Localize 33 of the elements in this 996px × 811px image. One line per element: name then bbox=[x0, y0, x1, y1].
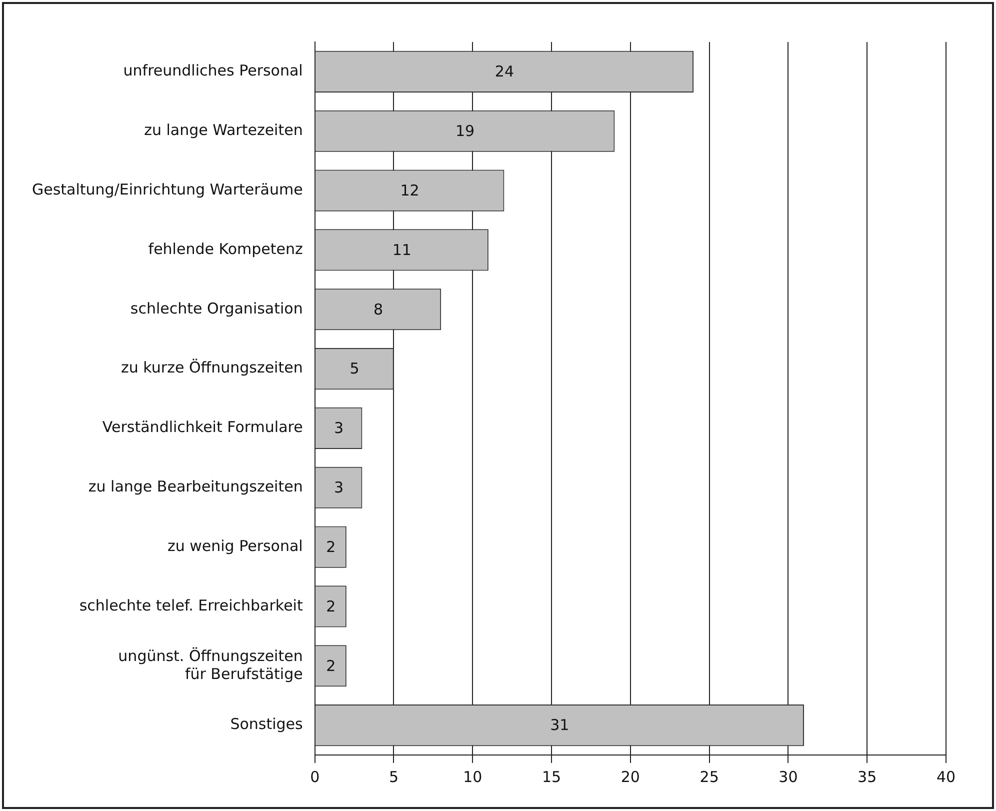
y-tick-label: zu lange Bearbeitungszeiten bbox=[88, 478, 303, 496]
data-label: 8 bbox=[373, 300, 383, 318]
y-tick-label: ungünst. Öffnungszeiten für Berufstätige bbox=[118, 646, 303, 683]
x-tick-label: 25 bbox=[700, 768, 719, 786]
x-tick-label: 30 bbox=[778, 768, 798, 786]
data-label: 11 bbox=[392, 240, 412, 259]
data-label: 3 bbox=[334, 419, 344, 438]
y-tick-label: Verständlichkeit Formulare bbox=[102, 418, 303, 436]
y-tick-label: zu wenig Personal bbox=[167, 536, 303, 555]
y-tick-label: zu lange Wartezeiten bbox=[144, 121, 303, 140]
x-tick-label: 20 bbox=[620, 768, 640, 786]
y-tick-label: unfreundliches Personal bbox=[123, 62, 303, 80]
x-tick-label: 0 bbox=[310, 768, 320, 786]
y-tick-label: zu kurze Öffnungszeiten bbox=[121, 358, 303, 377]
data-label: 31 bbox=[550, 716, 570, 734]
data-label: 5 bbox=[350, 360, 360, 378]
data-label: 19 bbox=[455, 122, 475, 140]
data-label: 3 bbox=[334, 478, 344, 497]
y-tick-label: schlechte Organisation bbox=[130, 299, 303, 318]
x-tick-label: 5 bbox=[388, 768, 399, 786]
x-tick-label: 40 bbox=[936, 768, 956, 786]
data-label: 24 bbox=[494, 62, 514, 81]
y-tick-label: Sonstiges bbox=[230, 715, 304, 734]
data-label: 2 bbox=[326, 538, 336, 556]
data-label: 2 bbox=[326, 656, 336, 675]
y-tick-label: fehlende Kompetenz bbox=[148, 240, 303, 258]
x-tick-label: 35 bbox=[858, 768, 877, 786]
x-tick-label: 10 bbox=[463, 768, 482, 786]
y-tick-label: Gestaltung/Einrichtung Warteräume bbox=[32, 180, 303, 198]
y-tick-label: schlechte telef. Erreichbarkeit bbox=[79, 596, 303, 614]
x-tick-label: 15 bbox=[542, 768, 562, 786]
data-label: 2 bbox=[326, 597, 336, 616]
data-label: 12 bbox=[400, 181, 420, 200]
